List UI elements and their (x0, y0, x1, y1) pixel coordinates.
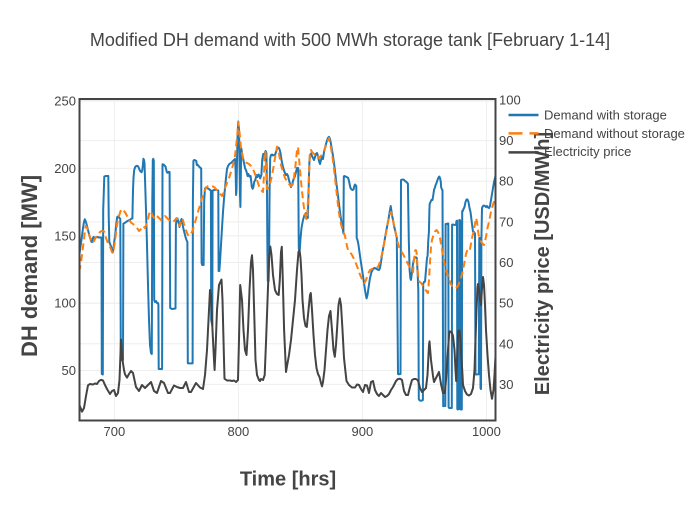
svg-text:Electricity price: Electricity price (544, 144, 631, 159)
svg-text:700: 700 (104, 424, 126, 439)
svg-text:Electricity price [USD/MWh]: Electricity price [USD/MWh] (532, 132, 554, 395)
svg-text:100: 100 (54, 296, 76, 311)
svg-text:Demand with storage: Demand with storage (544, 108, 667, 123)
svg-text:50: 50 (62, 363, 76, 378)
svg-text:80: 80 (499, 174, 513, 189)
svg-text:70: 70 (499, 214, 513, 229)
svg-text:90: 90 (499, 133, 513, 148)
svg-text:1000: 1000 (472, 424, 501, 439)
svg-text:800: 800 (228, 424, 250, 439)
svg-text:Time [hrs]: Time [hrs] (240, 469, 336, 491)
svg-text:30: 30 (499, 377, 513, 392)
svg-text:DH demand [MW]: DH demand [MW] (17, 175, 42, 357)
svg-text:900: 900 (352, 424, 374, 439)
svg-text:Modified DH demand with 500 MW: Modified DH demand with 500 MWh storage … (90, 30, 610, 50)
svg-text:50: 50 (499, 296, 513, 311)
svg-text:150: 150 (54, 228, 76, 243)
svg-text:200: 200 (54, 161, 76, 176)
svg-text:60: 60 (499, 255, 513, 270)
svg-text:40: 40 (499, 336, 513, 351)
svg-text:100: 100 (499, 93, 521, 108)
svg-text:250: 250 (54, 94, 76, 109)
svg-text:Demand without storage: Demand without storage (544, 126, 685, 141)
